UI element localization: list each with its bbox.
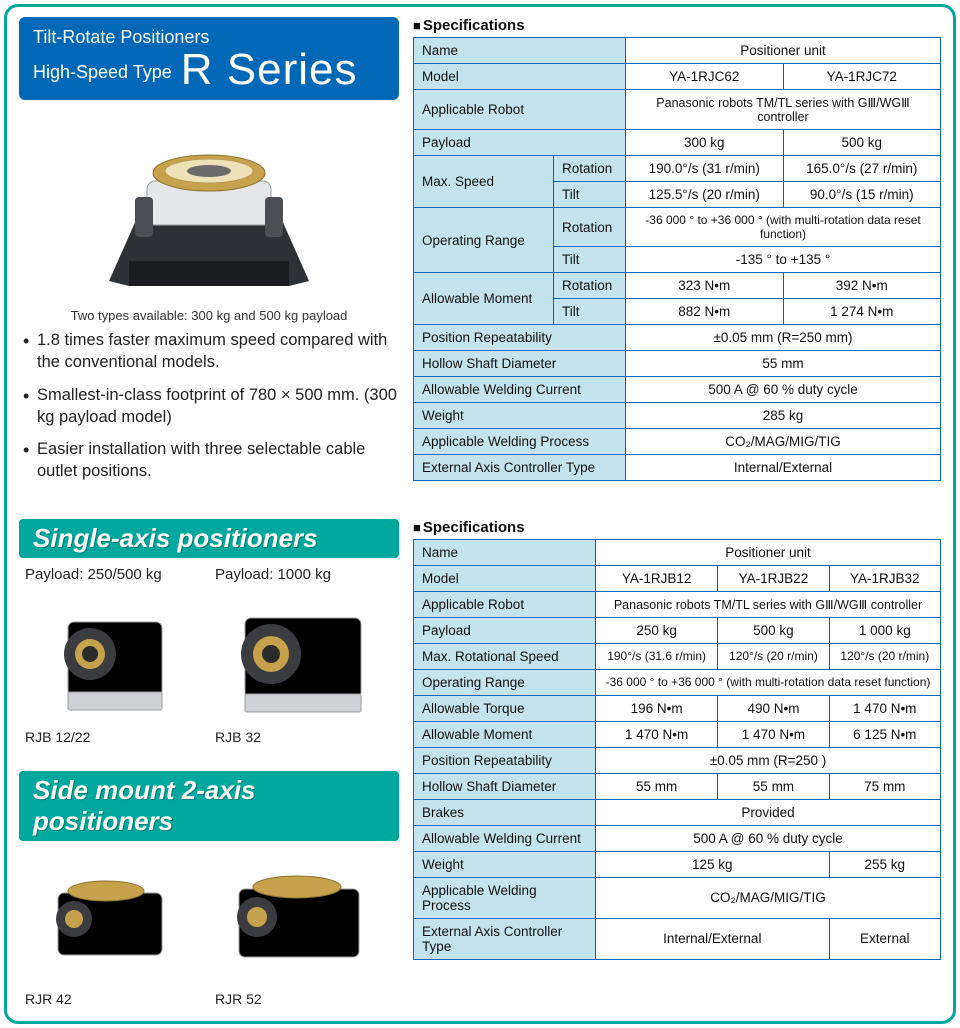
single-axis-products: Payload: 250/500 kg RJB 12/22 Payload: 1… [19,566,399,745]
table-row: Allowable Moment1 470 N•m1 470 N•m6 125 … [414,721,941,747]
spec-table-2-wrap: Specifications NamePositioner unit Model… [413,519,941,960]
product-name: RJR 42 [25,991,205,1007]
feature-bullets: 1.8 times faster maximum speed compared … [19,323,399,483]
table-row: ModelYA-1RJC62YA-1RJC72 [414,64,941,90]
table-row: ModelYA-1RJB12YA-1RJB22YA-1RJB32 [414,565,941,591]
image-caption: Two types available: 300 kg and 500 kg p… [19,308,399,323]
card-line2-prefix: High-Speed Type [33,62,172,82]
table-row: Hollow Shaft Diameter55 mm [414,351,941,377]
table-row: Allowable Torque196 N•m490 N•m1 470 N•m [414,695,941,721]
product-rjb1222: Payload: 250/500 kg RJB 12/22 [25,566,205,745]
table-row: Applicable Welding ProcessCO₂/MAG/MIG/TI… [414,877,941,918]
side-mount-heading: Side mount 2-axis positioners [19,771,399,841]
product-name: RJB 32 [215,729,395,745]
card-line2-big: R Series [181,48,358,92]
product-rjb32: Payload: 1000 kg RJB 32 [215,566,395,745]
table-row: NamePositioner unit [414,38,941,64]
table-row: Position Repeatability±0.05 mm (R=250 mm… [414,325,941,351]
single-axis-heading: Single-axis positioners [19,519,399,558]
table-row: Operating RangeRotation-36 000 ° to +36 … [414,208,941,247]
table-row: Applicable RobotPanasonic robots TM/TL s… [414,90,941,130]
bottom-row: Single-axis positioners Payload: 250/500… [19,493,941,1007]
spec-table-2: NamePositioner unit ModelYA-1RJB12YA-1RJ… [413,539,941,960]
spec-table-1: NamePositioner unit ModelYA-1RJC62YA-1RJ… [413,37,941,481]
table-row: Weight285 kg [414,403,941,429]
side-mount-products: RJR 42 RJR 52 [19,849,399,1007]
payload-label: Payload: 250/500 kg [25,566,205,583]
spec-table-1-wrap: Specifications NamePositioner unit Model… [413,17,941,493]
catalog-frame: Tilt-Rotate Positioners High-Speed Type … [4,4,956,1024]
table-row: Weight125 kg255 kg [414,851,941,877]
table-row: External Axis Controller TypeInternal/Ex… [414,918,941,959]
table-row: Allowable Welding Current500 A @ 60 % du… [414,825,941,851]
left-bottom-block: Single-axis positioners Payload: 250/500… [19,493,399,1007]
product-image-rjr42 [25,849,195,989]
product-image-r-series [79,106,339,306]
table-row: Payload300 kg500 kg [414,130,941,156]
product-name: RJB 12/22 [25,729,205,745]
table-row: Operating Range-36 000 ° to +36 000 ° (w… [414,669,941,695]
product-image-rjb1222 [25,587,195,727]
card-line2: High-Speed Type R Series [33,48,385,92]
table-row: Allowable Welding Current500 A @ 60 % du… [414,377,941,403]
table-row: Applicable RobotPanasonic robots TM/TL s… [414,591,941,617]
bullet-1: 1.8 times faster maximum speed compared … [23,329,399,374]
table-row: Position Repeatability±0.05 mm (R=250 ) [414,747,941,773]
spec2-heading: Specifications [413,519,941,536]
title-card: Tilt-Rotate Positioners High-Speed Type … [19,17,399,100]
payload-label: Payload: 1000 kg [215,566,395,583]
table-row: BrakesProvided [414,799,941,825]
bullet-2: Smallest-in-class footprint of 780 × 500… [23,384,399,429]
table-row: Payload250 kg500 kg1 000 kg [414,617,941,643]
left-top-block: Tilt-Rotate Positioners High-Speed Type … [19,17,399,493]
product-rjr42: RJR 42 [25,849,205,1007]
table-row: Applicable Welding ProcessCO₂/MAG/MIG/TI… [414,429,941,455]
table-row: External Axis Controller TypeInternal/Ex… [414,455,941,481]
product-name: RJR 52 [215,991,395,1007]
table-row: Allowable MomentRotation323 N•m392 N•m [414,273,941,299]
table-row: Max. SpeedRotation190.0°/s (31 r/min)165… [414,156,941,182]
spec1-heading: Specifications [413,17,941,34]
product-image-rjr52 [215,849,385,989]
product-image-rjb32 [215,587,385,727]
product-rjr52: RJR 52 [215,849,395,1007]
table-row: Max. Rotational Speed190°/s (31.6 r/min)… [414,643,941,669]
top-row: Tilt-Rotate Positioners High-Speed Type … [19,17,941,493]
bullet-3: Easier installation with three selectabl… [23,438,399,483]
table-row: Hollow Shaft Diameter55 mm55 mm75 mm [414,773,941,799]
positioner-icon [89,111,329,301]
table-row: NamePositioner unit [414,539,941,565]
